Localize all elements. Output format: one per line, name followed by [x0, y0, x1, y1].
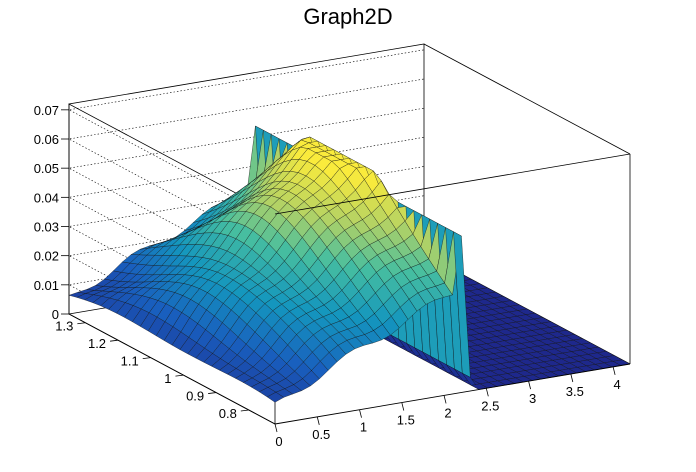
z-tick-label: 0.05	[34, 161, 59, 176]
x-tick-mark	[274, 423, 278, 433]
x-tick-label: 4	[613, 377, 620, 392]
surface	[68, 125, 631, 403]
top-front-edge	[274, 153, 631, 215]
y-tick-mark	[142, 357, 151, 360]
y-tick-label: 1.1	[121, 354, 139, 369]
z-tick-label: 0	[52, 307, 59, 322]
y-tick-labels: 0.8 0.9 1 1.1 1.2 1.3	[55, 319, 249, 421]
x-tick-label: 0.5	[312, 427, 330, 442]
x-tick-label: 3	[529, 391, 536, 406]
x-tick-mark	[528, 381, 531, 390]
gridline-z-7	[68, 49, 425, 221]
x-tick-label: 2.5	[481, 398, 499, 413]
x-tick-mark	[485, 388, 489, 397]
x-tick-label: 0	[275, 434, 282, 449]
x-tick-label: 3.5	[566, 384, 584, 399]
z-tick-labels: 0 0.01 0.02 0.03 0.04 0.05 0.06 0.07	[34, 103, 69, 322]
y-tick-label: 0.8	[219, 406, 237, 421]
z-tick-label: 0.03	[34, 220, 59, 235]
z-tick-label: 0.07	[34, 103, 59, 118]
y-tick-mark	[175, 374, 184, 377]
y-tick-label: 1.2	[88, 336, 106, 351]
x-tick-label: 1	[360, 420, 367, 435]
y-tick-label: 1.3	[55, 319, 73, 334]
y-tick-mark	[208, 392, 217, 394]
chart-title: Graph2D	[303, 4, 393, 29]
y-tick-label: 0.9	[186, 389, 204, 404]
x-tick-label: 1.5	[397, 413, 415, 428]
y-tick-label: 1	[164, 371, 171, 386]
x-tick-mark	[570, 373, 574, 383]
x-tick-label: 2	[444, 405, 451, 420]
y-tick-mark	[240, 409, 249, 412]
y-tick-mark	[77, 322, 86, 325]
z-tick-label: 0.02	[34, 249, 59, 264]
y-tick-mark	[109, 339, 119, 342]
z-tick-label: 0.01	[34, 278, 59, 293]
x-tick-labels: 0 0.5 1 1.5 2 2.5 3 3.5 4	[274, 366, 621, 449]
x-tick-mark	[612, 366, 616, 375]
x-tick-mark	[401, 402, 405, 411]
x-tick-mark	[443, 395, 447, 404]
x-tick-mark	[316, 416, 320, 425]
y-axis-line	[68, 313, 276, 425]
z-tick-label: 0.04	[34, 190, 59, 205]
top-right-edge	[423, 43, 631, 155]
z-tick-label: 0.06	[34, 132, 59, 147]
x-tick-mark	[359, 409, 362, 418]
